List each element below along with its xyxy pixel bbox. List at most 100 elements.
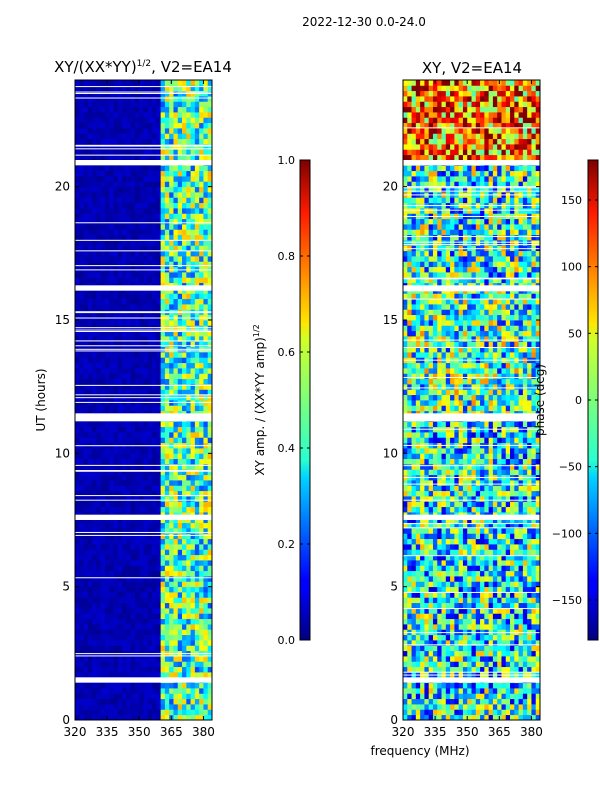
heatmap-cell <box>177 565 183 572</box>
heatmap-cell <box>100 421 106 428</box>
heatmap-cell <box>109 458 114 465</box>
heatmap-cell <box>100 496 106 502</box>
heatmap-cell <box>177 149 183 156</box>
heatmap-cell <box>117 181 123 188</box>
heatmap-cell <box>186 618 191 625</box>
heatmap-cell <box>177 698 183 705</box>
heatmap-cell <box>134 330 140 337</box>
heatmap-cell <box>147 336 153 342</box>
heatmap-cell <box>117 117 123 124</box>
heatmap-cell <box>87 661 93 668</box>
heatmap-cell <box>100 528 106 534</box>
heatmap-cell <box>87 688 93 694</box>
heatmap-cell <box>100 464 106 470</box>
heatmap-cell <box>177 112 183 118</box>
heatmap-cell <box>199 341 204 348</box>
heatmap-cell <box>437 560 442 566</box>
heatmap-cell <box>497 618 502 625</box>
heatmap-cell <box>156 101 162 108</box>
heatmap-cell <box>164 250 170 257</box>
heatmap-cell <box>182 554 187 561</box>
heatmap-cell <box>497 704 502 710</box>
heatmap-cell <box>143 261 149 268</box>
heatmap-cell <box>169 682 174 689</box>
heatmap-cell <box>514 549 519 556</box>
heatmap-cell <box>190 192 196 198</box>
heatmap-cell <box>190 597 196 604</box>
heatmap-cell <box>182 693 187 700</box>
heatmap-cell <box>182 186 187 193</box>
heatmap-cell <box>207 229 213 236</box>
heatmap-cell <box>87 421 93 428</box>
heatmap-cell <box>134 80 140 86</box>
heatmap-cell <box>143 485 149 492</box>
heatmap-cell <box>467 640 472 646</box>
heatmap-cell <box>194 634 200 641</box>
heatmap-cell <box>109 490 114 497</box>
heatmap-cell <box>501 608 507 614</box>
heatmap-cell <box>117 341 123 348</box>
heatmap-cell <box>190 506 196 513</box>
heatmap-cell <box>403 570 408 577</box>
heatmap-cell <box>100 533 106 540</box>
heatmap-cell <box>96 517 102 524</box>
heatmap-cell <box>186 458 191 465</box>
heatmap-cell <box>147 176 153 182</box>
heatmap-cell <box>100 704 106 710</box>
heatmap-cell <box>134 629 140 636</box>
heatmap-cell <box>177 186 183 193</box>
heatmap-cell <box>139 277 144 284</box>
heatmap-cell <box>203 96 209 102</box>
heatmap-cell <box>139 405 144 412</box>
heatmap-cell <box>484 592 490 598</box>
heatmap-cell <box>143 672 149 678</box>
heatmap-cell <box>117 202 123 209</box>
heatmap-cell <box>164 256 170 262</box>
heatmap-cell <box>501 704 507 710</box>
flagged-line <box>75 327 212 329</box>
heatmap-cell <box>182 698 187 705</box>
heatmap-cell <box>113 325 119 332</box>
heatmap-cell <box>445 650 451 657</box>
heatmap-cell <box>139 581 144 588</box>
heatmap-cell <box>164 122 170 129</box>
heatmap-cell <box>203 517 209 524</box>
heatmap-cell <box>420 656 425 662</box>
heatmap-cell <box>190 101 196 108</box>
heatmap-cell <box>152 501 157 508</box>
heatmap-cell <box>83 608 89 614</box>
heatmap-cell <box>177 245 183 252</box>
heatmap-cell <box>143 378 149 385</box>
heatmap-cell <box>177 432 183 438</box>
heatmap-cell <box>100 490 106 497</box>
heatmap-cell <box>497 650 502 657</box>
amplitude-heatmap <box>75 80 213 721</box>
heatmap-cell <box>424 554 430 561</box>
heatmap-cell <box>139 368 144 374</box>
heatmap-cell <box>403 549 408 556</box>
heatmap-cell <box>173 480 179 486</box>
heatmap-cell <box>522 581 528 588</box>
heatmap-cell <box>475 554 481 561</box>
heatmap-cell <box>432 693 438 700</box>
heatmap-cell <box>117 528 123 534</box>
heatmap-cell <box>122 149 127 156</box>
heatmap-cell <box>203 421 209 428</box>
heatmap-cell <box>454 704 460 710</box>
heatmap-cell <box>109 522 114 529</box>
heatmap-cell <box>117 325 123 332</box>
heatmap-cell <box>190 608 196 614</box>
heatmap-cell <box>194 261 200 268</box>
heatmap-cell <box>147 186 153 193</box>
heatmap-cell <box>177 298 183 305</box>
heatmap-cell <box>518 549 524 556</box>
heatmap-cell <box>403 544 408 550</box>
heatmap-cell <box>100 666 106 673</box>
heatmap-cell <box>130 576 136 582</box>
heatmap-cell <box>164 634 170 641</box>
heatmap-cell <box>510 586 515 593</box>
heatmap-cell <box>152 165 157 172</box>
heatmap-cell <box>87 432 93 438</box>
heatmap-cell <box>147 586 153 593</box>
heatmap-cell <box>190 373 196 380</box>
